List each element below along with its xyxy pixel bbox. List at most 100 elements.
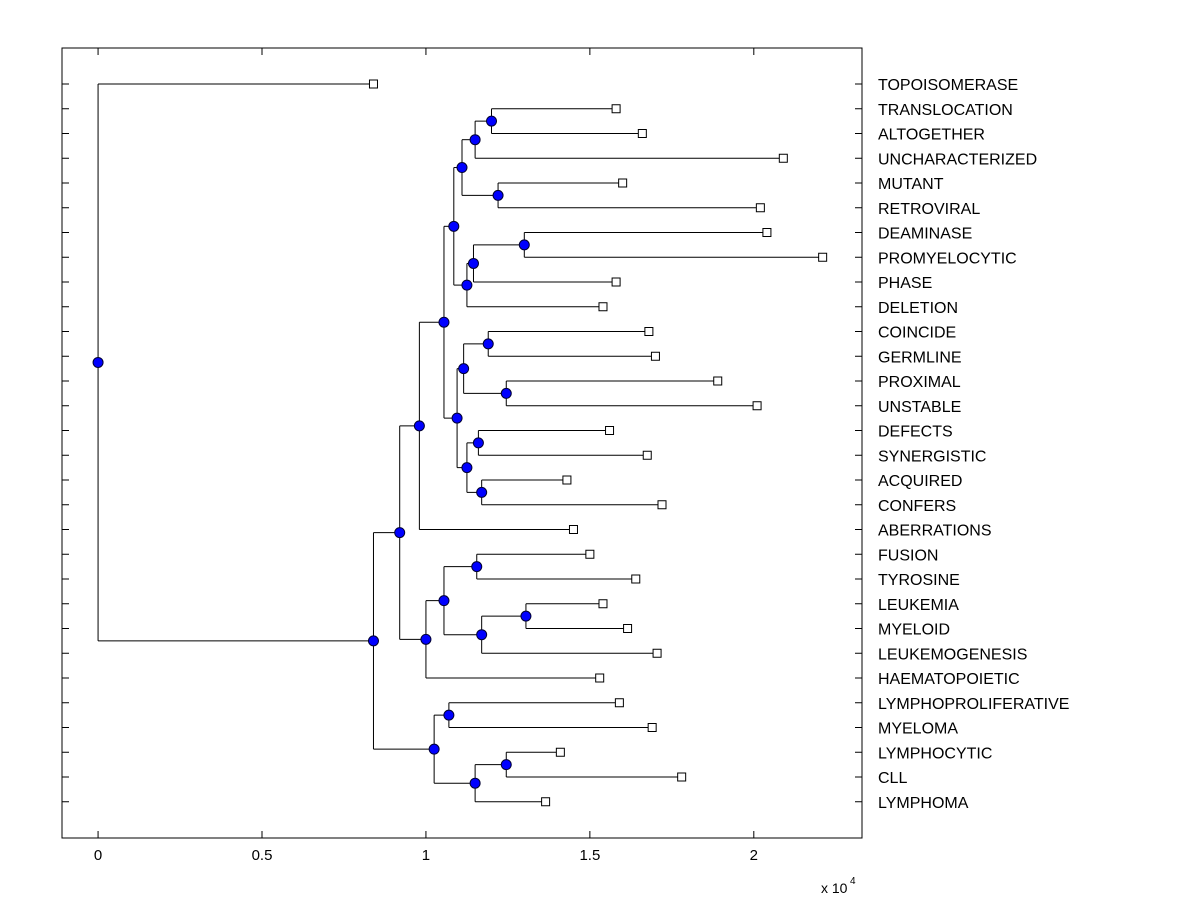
leaf-marker xyxy=(752,401,762,411)
leaf-marker xyxy=(611,104,621,114)
y-ticks xyxy=(62,83,862,803)
leaf-marker xyxy=(598,302,608,312)
leaf-label: PHASE xyxy=(878,275,932,292)
leaf-label: LYMPHOCYTIC xyxy=(878,745,992,762)
leaf-label: TYROSINE xyxy=(878,572,960,589)
leaf-label: MYELOID xyxy=(878,622,950,639)
leaf-label: GERMLINE xyxy=(878,349,962,366)
leaf-label: LEUKEMIA xyxy=(878,597,959,614)
node-marker xyxy=(472,437,484,449)
node-marker xyxy=(518,239,530,251)
node-marker xyxy=(458,363,470,375)
leaf-marker xyxy=(631,574,641,584)
x-scale-exponent: 4 xyxy=(850,876,856,887)
x-tick-label: 1 xyxy=(422,847,430,864)
leaf-label: UNSTABLE xyxy=(878,399,961,416)
node-marker xyxy=(482,338,494,350)
leaf-label: MYELOMA xyxy=(878,721,958,738)
leaf-marker xyxy=(677,772,687,782)
node-marker xyxy=(500,387,512,399)
leaf-marker xyxy=(614,698,624,708)
x-tick-label: 0 xyxy=(94,847,102,864)
x-tick-label: 2 xyxy=(750,847,758,864)
node-marker xyxy=(469,777,481,789)
node-marker xyxy=(520,610,532,622)
leaf-label: ALTOGETHER xyxy=(878,127,985,144)
node-marker xyxy=(451,412,463,424)
leaf-label: CLL xyxy=(878,770,907,787)
x-tick-label: 1.5 xyxy=(579,847,600,864)
leaf-marker xyxy=(657,500,667,510)
leaf-marker xyxy=(368,79,378,89)
leaf-marker xyxy=(637,129,647,138)
leaf-label: UNCHARACTERIZED xyxy=(878,151,1037,168)
leaf-marker xyxy=(618,178,628,188)
node-marker xyxy=(367,635,379,647)
leaf-label: DEFECTS xyxy=(878,424,953,441)
leaf-marker xyxy=(555,747,565,757)
node-marker xyxy=(476,629,488,641)
leaf-marker xyxy=(541,797,551,807)
node-marker xyxy=(92,356,104,368)
node-marker xyxy=(461,279,473,291)
leaf-label: LYMPHOMA xyxy=(878,795,969,812)
leaf-marker xyxy=(605,426,615,435)
node-marker xyxy=(476,486,488,498)
leaf-label: CONFERS xyxy=(878,498,956,515)
leaf-marker xyxy=(598,599,608,609)
node-marker xyxy=(486,115,498,127)
node-marker xyxy=(500,759,512,771)
leaf-label: PROMYELOCYTIC xyxy=(878,250,1017,267)
leaf-label: FUSION xyxy=(878,547,938,564)
x-ticks xyxy=(97,48,755,838)
leaf-label: RETROVIRAL xyxy=(878,201,980,218)
leaf-marker xyxy=(585,549,595,559)
leaf-label: LEUKEMOGENESIS xyxy=(878,646,1027,663)
leaf-marker xyxy=(568,525,578,534)
leaf-label: TOPOISOMERASE xyxy=(878,77,1018,94)
leaf-marker xyxy=(652,648,662,658)
node-marker xyxy=(394,527,406,539)
leaf-label: COINCIDE xyxy=(878,325,956,342)
node-marker xyxy=(420,633,432,645)
leaf-label: DEAMINASE xyxy=(878,226,972,243)
leaf-label: ABERRATIONS xyxy=(878,523,992,540)
leaf-marker xyxy=(642,450,652,460)
node-marker xyxy=(428,743,440,755)
node-marker xyxy=(471,561,483,573)
leaf-marker xyxy=(778,153,788,163)
node-marker xyxy=(413,420,425,432)
node-marker xyxy=(438,316,450,328)
leaf-marker xyxy=(755,203,765,213)
node-marker xyxy=(456,162,468,174)
leaf-marker xyxy=(762,228,772,237)
leaf-marker xyxy=(595,673,605,683)
leaf-label: HAEMATOPOIETIC xyxy=(878,671,1020,688)
leaf-label: SYNERGISTIC xyxy=(878,448,986,465)
node-markers xyxy=(92,115,532,789)
leaf-marker xyxy=(713,376,723,386)
leaf-marker xyxy=(562,475,572,485)
leaf-marker xyxy=(647,723,657,732)
leaf-labels: TOPOISOMERASE TRANSLOCATION ALTOGETHER UNCH… xyxy=(878,77,1069,812)
leaf-label: ACQUIRED xyxy=(878,473,962,490)
node-marker xyxy=(443,709,455,721)
node-marker xyxy=(469,134,481,146)
leaf-label: PROXIMAL xyxy=(878,374,961,391)
x-tick-label: 0.5 xyxy=(252,847,273,864)
leaf-label: TRANSLOCATION xyxy=(878,102,1013,119)
node-marker xyxy=(448,220,460,232)
node-marker xyxy=(467,257,479,269)
leaf-label: DELETION xyxy=(878,300,958,317)
leaf-markers xyxy=(368,79,828,807)
leaf-marker xyxy=(818,252,828,262)
leaf-marker xyxy=(644,327,654,336)
leaf-marker xyxy=(611,277,621,287)
leaf-marker xyxy=(623,624,633,633)
node-marker xyxy=(438,595,450,607)
leaf-label: LYMPHOPROLIFERATIVE xyxy=(878,696,1069,713)
x-scale-multiplier: x 10 xyxy=(821,880,848,896)
leaf-marker xyxy=(650,351,660,361)
node-marker xyxy=(461,462,473,474)
